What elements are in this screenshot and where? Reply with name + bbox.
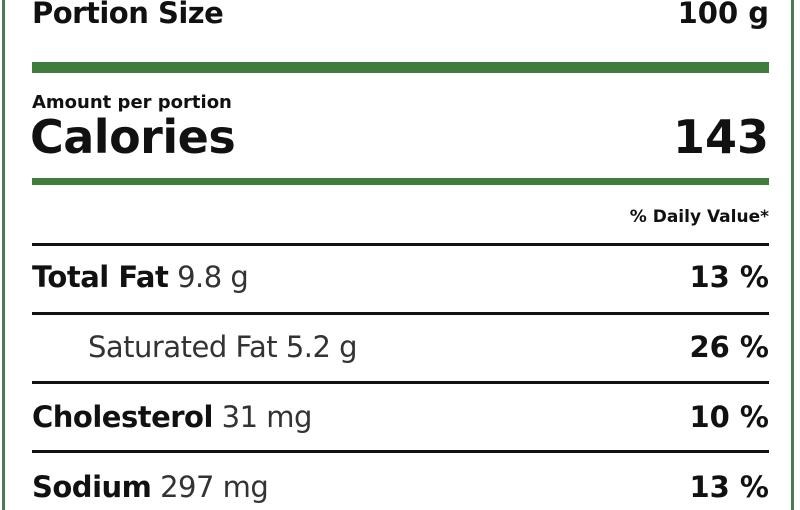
row-divider: [32, 381, 769, 384]
green-divider: [32, 178, 769, 185]
portion-size-value: 100 g: [677, 0, 769, 30]
nutrient-daily-value: 13 %: [689, 260, 769, 294]
nutrient-row-cholesterol: Cholesterol 31 mg 10 %: [32, 400, 769, 440]
nutrient-daily-value: 13 %: [689, 470, 769, 504]
portion-size-label: Portion Size: [32, 0, 224, 30]
calories-label: Calories: [30, 110, 236, 164]
nutrient-name: Total Fat: [32, 260, 169, 294]
daily-value-header: % Daily Value*: [629, 207, 769, 227]
nutrient-row-sodium: Sodium 297 mg 13 %: [32, 470, 769, 510]
calories-value: 143: [672, 110, 769, 164]
nutrient-row-saturated-fat: Saturated Fat 5.2 g 26 %: [32, 330, 769, 370]
row-divider: [32, 450, 769, 453]
nutrient-name: Sodium: [32, 470, 152, 504]
nutrient-name: Cholesterol: [32, 400, 213, 434]
nutrient-daily-value: 10 %: [689, 400, 769, 434]
amount-per-portion-label: Amount per portion: [32, 92, 232, 113]
nutrient-amount: 9.8 g: [177, 260, 249, 294]
nutrient-amount: 5.2 g: [285, 330, 358, 364]
nutrient-name: Saturated Fat: [88, 330, 278, 364]
nutrient-amount: 297 mg: [160, 470, 269, 504]
row-divider: [32, 312, 769, 315]
nutrient-amount: 31 mg: [221, 400, 313, 434]
nutrient-row-total-fat: Total Fat 9.8 g 13 %: [32, 260, 769, 300]
green-divider: [32, 62, 769, 73]
nutrient-daily-value: 26 %: [689, 330, 769, 364]
row-divider: [32, 243, 769, 246]
